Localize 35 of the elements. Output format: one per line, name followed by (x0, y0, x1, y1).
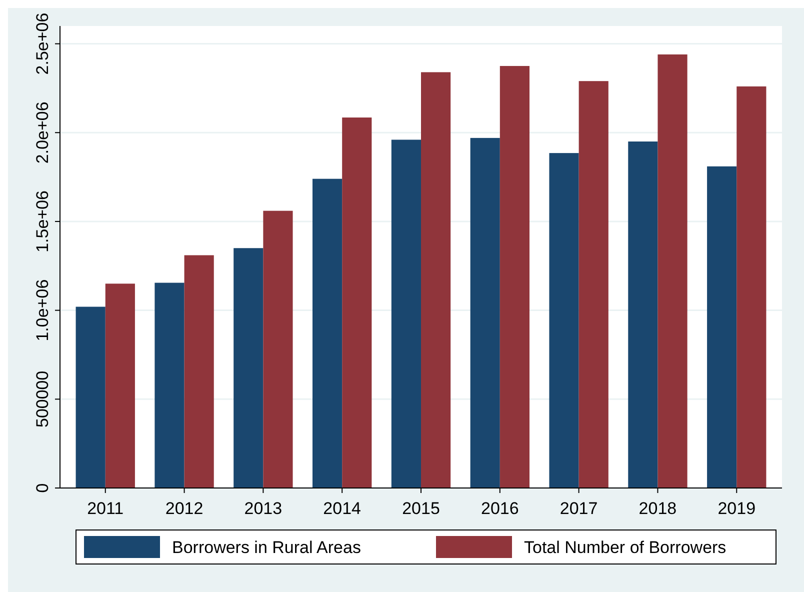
y-tick-label: 0 (33, 483, 52, 493)
y-tick-label: 2.5e+06 (33, 12, 52, 75)
x-tick-label: 2016 (480, 499, 519, 518)
bar (707, 166, 737, 488)
bar (658, 54, 688, 488)
x-tick-label: 2013 (244, 499, 282, 518)
x-tick-label: 2017 (560, 499, 598, 518)
bar (184, 255, 214, 488)
bar (391, 140, 421, 488)
bar (470, 138, 500, 488)
y-tick-label: 1.0e+06 (33, 279, 52, 342)
y-tick-label: 1.5e+06 (33, 190, 52, 252)
x-tick-label: 2019 (718, 499, 756, 518)
bar (342, 118, 372, 488)
bar (154, 282, 184, 488)
bar (234, 248, 264, 488)
bar (736, 86, 766, 488)
bar (578, 81, 608, 488)
y-tick-label: 2.0e+06 (33, 102, 52, 164)
x-tick-label: 2018 (638, 499, 677, 518)
legend-label: Borrowers in Rural Areas (172, 538, 361, 557)
bar (628, 142, 658, 488)
bar (105, 284, 135, 488)
legend-label: Total Number of Borrowers (524, 538, 726, 557)
y-tick-label: 500000 (33, 370, 52, 428)
x-tick-label: 2015 (402, 499, 440, 518)
x-tick-label: 2011 (87, 499, 124, 518)
bar (76, 306, 106, 488)
bar (312, 178, 342, 488)
bar (263, 210, 293, 488)
x-tick-label: 2014 (323, 499, 362, 518)
bar (549, 153, 579, 488)
bar (500, 66, 530, 488)
x-tick-label: 2012 (165, 499, 204, 518)
bar (421, 72, 451, 488)
